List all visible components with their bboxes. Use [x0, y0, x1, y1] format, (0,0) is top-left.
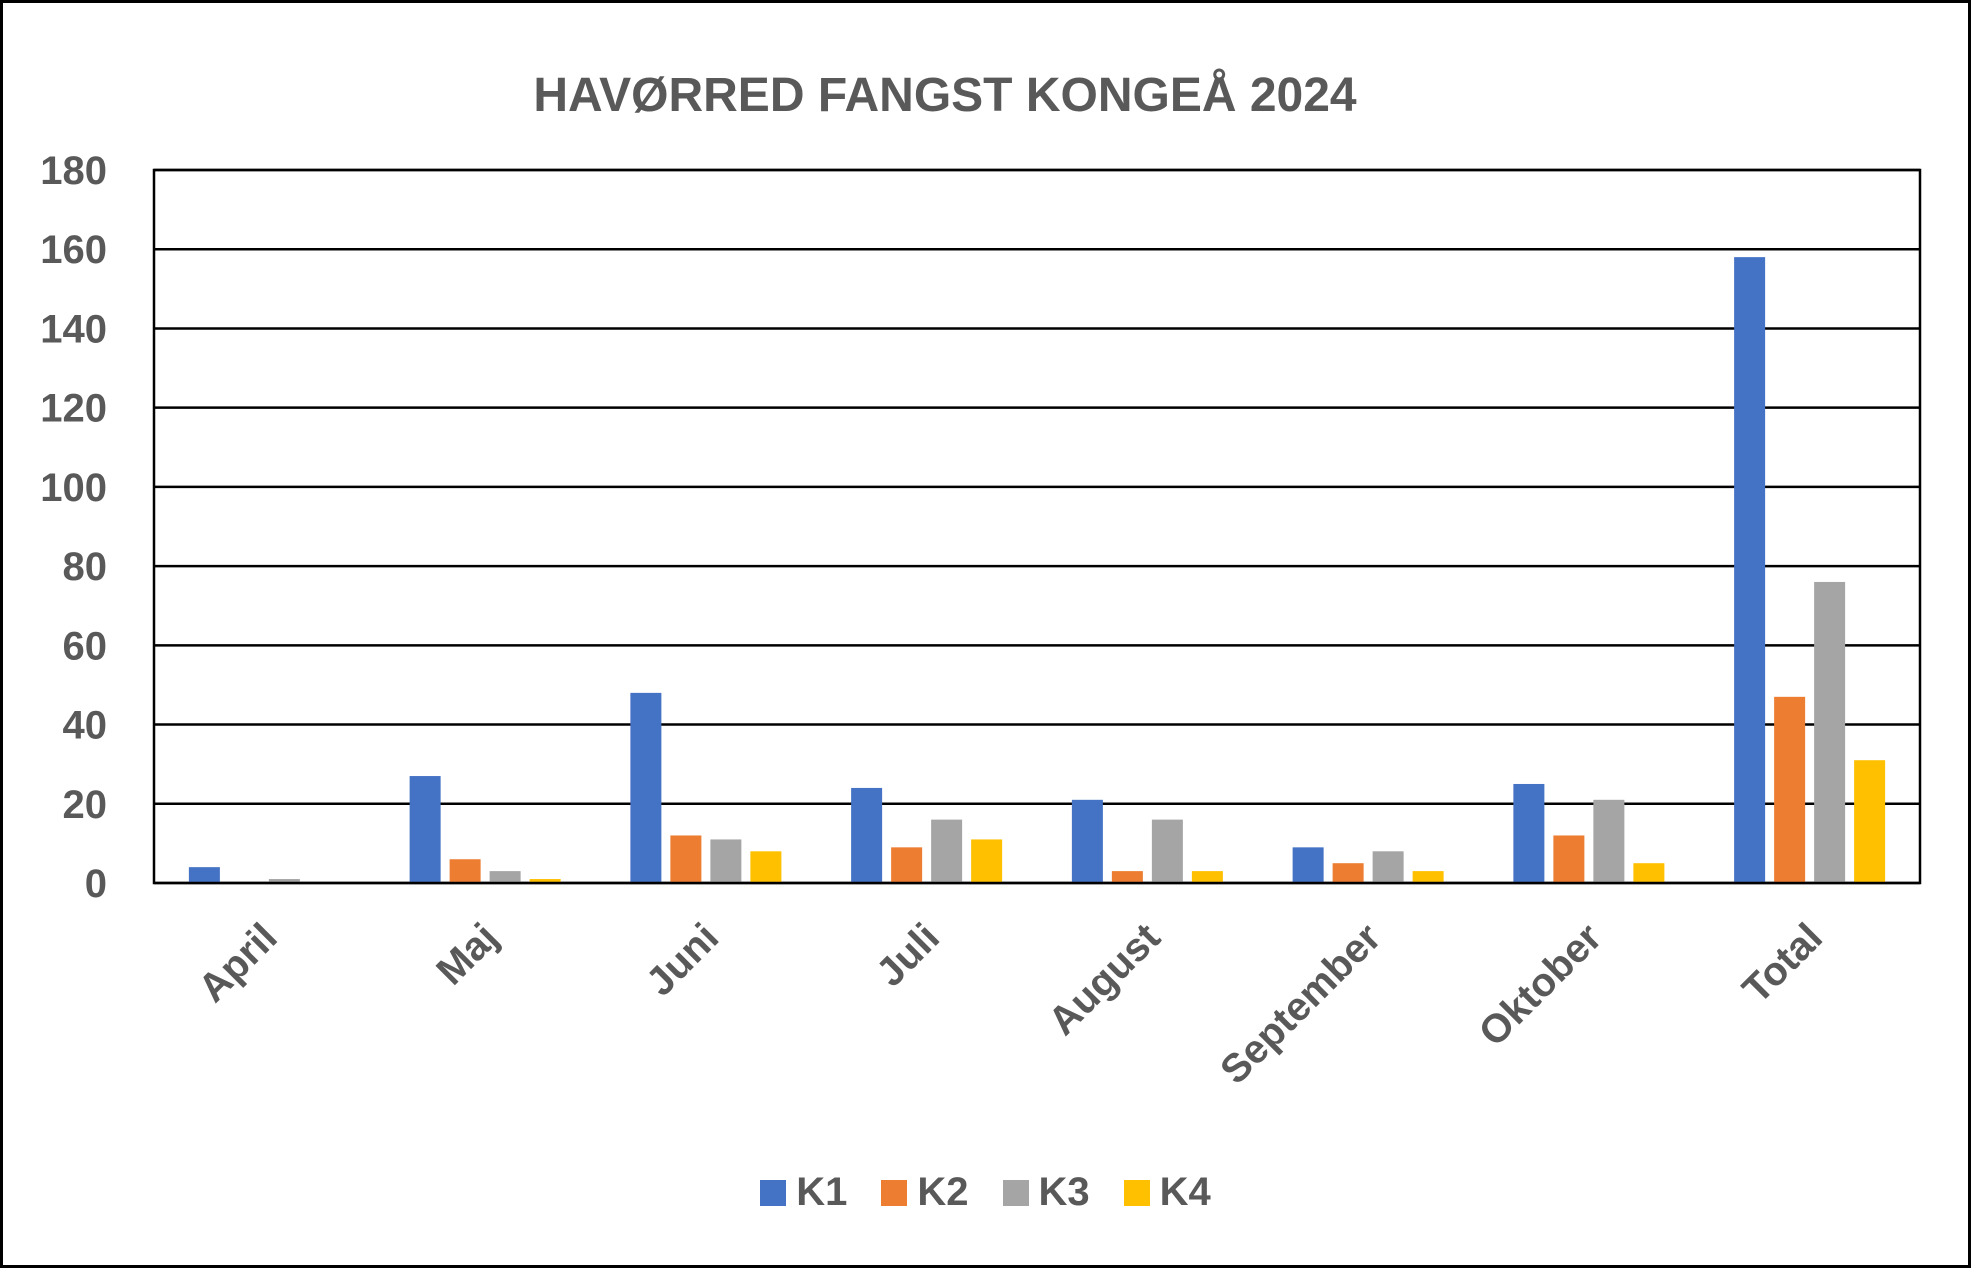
bar-k2-total	[1774, 696, 1806, 883]
bar-k4-total	[1854, 760, 1886, 883]
x-axis-ticks: April Maj Juni Juli August September Oktober To…	[190, 915, 1831, 1092]
bar-k1-oktober	[1513, 783, 1545, 883]
y-tick-label: 180	[40, 149, 107, 193]
legend-label-k2: K2	[917, 1170, 969, 1214]
bar-k4-maj	[529, 879, 561, 883]
legend-label-k4: K4	[1159, 1170, 1211, 1214]
bar-k3-juni	[710, 839, 742, 883]
y-tick-label: 60	[63, 624, 108, 668]
y-tick-label: 80	[63, 545, 108, 589]
legend-swatch-k1	[760, 1179, 787, 1206]
bar-k3-total	[1814, 581, 1846, 883]
x-tick-label: Maj	[428, 915, 506, 993]
y-tick-label: 160	[40, 228, 107, 272]
legend: K1 K2 K3 K4	[0, 1170, 1971, 1215]
bar-k1-september	[1292, 847, 1324, 883]
y-tick-label: 100	[40, 466, 107, 510]
legend-item-k2: K2	[881, 1170, 969, 1215]
legend-swatch-k2	[881, 1179, 908, 1206]
legend-item-k4: K4	[1123, 1170, 1211, 1215]
bar-k4-juni	[750, 851, 782, 883]
bar-k1-maj	[409, 776, 441, 883]
bar-k3-oktober	[1593, 799, 1625, 883]
y-tick-label: 20	[63, 783, 108, 827]
chart-title: HAVØRRED FANGST KONGEÅ 2024	[533, 69, 1357, 122]
bar-k1-total	[1734, 257, 1766, 884]
bar-k3-maj	[489, 871, 521, 883]
bar-k4-juli	[971, 839, 1003, 883]
y-tick-label: 40	[63, 704, 108, 748]
bar-k2-september	[1332, 863, 1364, 883]
bars	[188, 257, 1886, 884]
bar-k3-september	[1372, 851, 1404, 883]
bar-k2-juni	[670, 835, 702, 883]
bar-k4-september	[1412, 871, 1444, 883]
bar-k3-august	[1151, 819, 1183, 883]
x-tick-label: April	[190, 915, 286, 1011]
y-tick-label: 120	[40, 387, 107, 431]
legend-swatch-k4	[1123, 1179, 1150, 1206]
bar-k2-juli	[891, 847, 923, 883]
x-tick-label: Juli	[868, 915, 948, 995]
bar-k4-august	[1191, 871, 1223, 883]
bar-k2-august	[1111, 871, 1143, 883]
x-tick-label: Oktober	[1471, 915, 1611, 1055]
y-axis-ticks: 0 20 40 60 80 100 120 140 160 180	[40, 149, 107, 906]
bar-k3-april	[268, 879, 300, 883]
y-tick-label: 0	[85, 862, 107, 906]
x-tick-label: September	[1212, 915, 1389, 1092]
bar-k1-april	[188, 867, 220, 883]
x-tick-label: Juni	[638, 915, 727, 1004]
bar-k1-august	[1071, 799, 1103, 883]
legend-item-k1: K1	[760, 1170, 847, 1215]
bar-k3-juli	[931, 819, 963, 883]
bar-k2-oktober	[1553, 835, 1585, 883]
bar-k4-oktober	[1633, 863, 1665, 883]
legend-label-k3: K3	[1038, 1170, 1090, 1214]
bar-k2-maj	[449, 859, 481, 883]
bar-k1-juli	[851, 787, 883, 883]
legend-item-k3: K3	[1002, 1170, 1090, 1215]
y-tick-label: 140	[40, 307, 107, 351]
plot-area-border	[152, 168, 1922, 885]
bar-k1-juni	[630, 692, 662, 883]
x-tick-label: Total	[1734, 915, 1831, 1012]
x-tick-label: August	[1040, 915, 1169, 1044]
legend-label-k1: K1	[796, 1170, 848, 1214]
legend-swatch-k3	[1002, 1179, 1029, 1206]
